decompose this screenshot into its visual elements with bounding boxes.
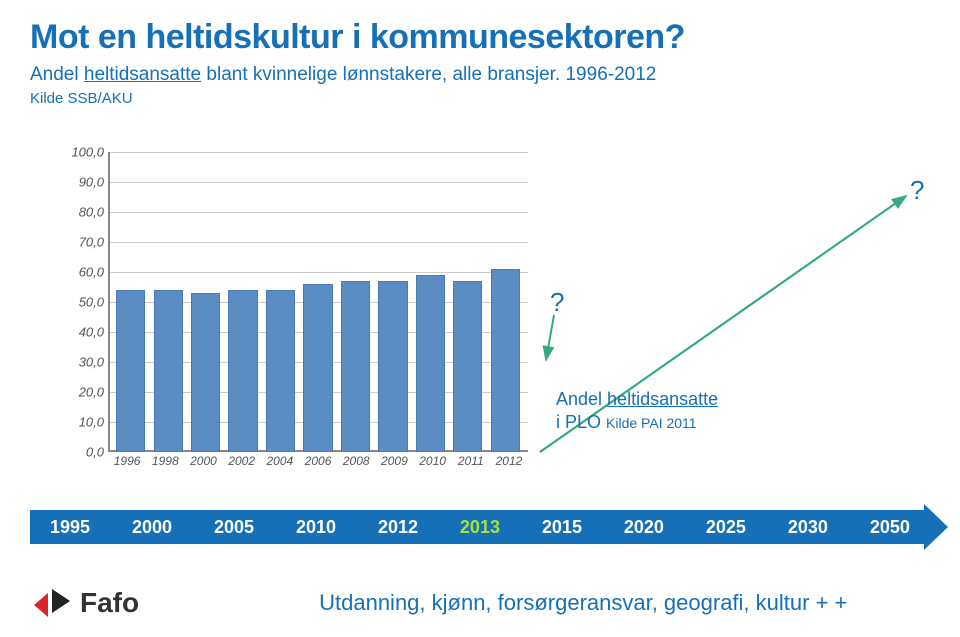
y-tick-label: 60,0 <box>58 265 104 280</box>
x-tick-label: 1996 <box>108 454 146 468</box>
subtitle-post: blant kvinnelige lønnstakere, alle brans… <box>201 64 656 85</box>
timeline-year: 2050 <box>870 517 910 538</box>
bar <box>453 281 482 452</box>
bar <box>154 290 183 452</box>
timeline-year: 2012 <box>378 517 418 538</box>
fafo-logo: Fafo <box>30 585 139 621</box>
chart-source: Kilde SSB/AKU <box>30 90 930 107</box>
bar <box>491 269 520 452</box>
timeline-year: 2005 <box>214 517 254 538</box>
bar <box>303 284 332 452</box>
x-tick-label: 1998 <box>146 454 184 468</box>
timeline-year: 1995 <box>50 517 90 538</box>
arrow-short <box>540 310 570 370</box>
timeline-arrowhead-icon <box>924 504 948 550</box>
y-tick-label: 80,0 <box>58 205 104 220</box>
x-tick-label: 2010 <box>414 454 452 468</box>
footer-text: Utdanning, kjønn, forsørgeransvar, geogr… <box>319 590 847 616</box>
x-tick-label: 2004 <box>261 454 299 468</box>
x-tick-label: 2011 <box>452 454 490 468</box>
y-tick-label: 10,0 <box>58 415 104 430</box>
annotation-line2-pre: i PLO <box>556 412 606 432</box>
timeline-year: 2000 <box>132 517 172 538</box>
bar-slot <box>337 152 374 452</box>
bar <box>341 281 370 452</box>
annotation-pre: Andel <box>556 389 607 409</box>
bar-slot <box>224 152 261 452</box>
y-tick-label: 50,0 <box>58 295 104 310</box>
footer: Fafo Utdanning, kjønn, forsørgeransvar, … <box>30 585 930 621</box>
y-tick-label: 40,0 <box>58 325 104 340</box>
bar <box>191 293 220 452</box>
y-tick-label: 70,0 <box>58 235 104 250</box>
question-mark-top: ? <box>910 175 924 206</box>
y-tick-label: 90,0 <box>58 175 104 190</box>
bar-slot <box>412 152 449 452</box>
timeline-year: 2030 <box>788 517 828 538</box>
bar <box>378 281 407 452</box>
bar-slot <box>487 152 524 452</box>
bar-slot <box>187 152 224 452</box>
bar-slot <box>112 152 149 452</box>
x-tick-label: 2008 <box>337 454 375 468</box>
bar-chart: 1996199820002002200420062008200920102011… <box>58 152 528 482</box>
timeline-items: 1995 2000 2005 2010 2012 2013 2015 2020 2025 2030… <box>30 510 930 544</box>
y-tick-label: 100,0 <box>58 145 104 160</box>
y-tick-label: 30,0 <box>58 355 104 370</box>
y-tick-label: 20,0 <box>58 385 104 400</box>
bars-container <box>108 152 528 452</box>
timeline-year: 2013 <box>460 517 500 538</box>
subtitle-pre: Andel <box>30 64 84 85</box>
timeline-year: 2020 <box>624 517 664 538</box>
bar-slot <box>299 152 336 452</box>
timeline-year: 2025 <box>706 517 746 538</box>
fafo-logo-text: Fafo <box>80 587 139 619</box>
annotation-underline: heltidsansatte <box>607 389 718 409</box>
x-tick-label: 2006 <box>299 454 337 468</box>
timeline-year: 2010 <box>296 517 336 538</box>
x-tick-label: 2012 <box>490 454 528 468</box>
bar <box>416 275 445 452</box>
bar <box>116 290 145 452</box>
bar-slot <box>262 152 299 452</box>
x-tick-label: 2002 <box>223 454 261 468</box>
bar <box>266 290 295 452</box>
fafo-logo-icon <box>30 585 74 621</box>
x-tick-label: 2000 <box>184 454 222 468</box>
x-tick-label: 2009 <box>375 454 413 468</box>
bar <box>228 290 257 452</box>
bar-slot <box>449 152 486 452</box>
chart-annotation: Andel heltidsansatte i PLO Kilde PAI 201… <box>556 388 718 435</box>
y-tick-label: 0,0 <box>58 445 104 460</box>
annotation-line2-small: Kilde PAI 2011 <box>606 415 697 431</box>
slide-subtitle: Andel heltidsansatte blant kvinnelige lø… <box>30 63 930 88</box>
timeline-year: 2015 <box>542 517 582 538</box>
bar-slot <box>149 152 186 452</box>
bar-slot <box>374 152 411 452</box>
timeline: 1995 2000 2005 2010 2012 2013 2015 2020 2025 2030… <box>30 510 930 544</box>
subtitle-underline: heltidsansatte <box>84 64 201 85</box>
slide-title: Mot en heltidskultur i kommunesektoren? <box>30 18 930 57</box>
x-axis-labels: 1996199820002002200420062008200920102011… <box>108 454 528 468</box>
